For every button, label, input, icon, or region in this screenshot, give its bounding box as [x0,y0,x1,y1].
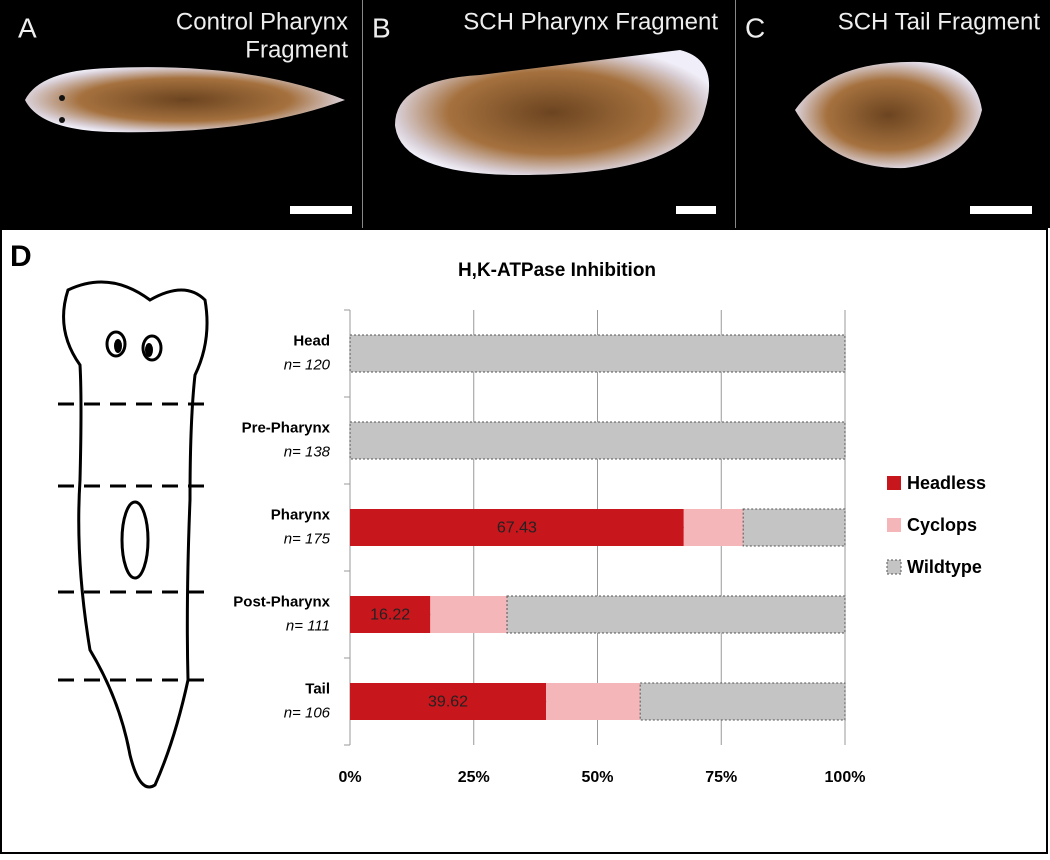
bar-segment [349,334,846,373]
panel-title: Fragment [245,36,348,63]
worm-photo [395,50,710,175]
bar-segment [350,596,431,633]
panel-letter: B [372,12,391,43]
category-note: n= 138 [284,443,331,460]
data-label: 16.22 [370,607,410,624]
scale-bar [676,206,716,214]
pharynx [120,500,150,580]
worm-diagram [62,280,209,789]
bar-segment [350,683,547,720]
category-note: n= 175 [284,530,331,547]
panel-title: SCH Pharynx Fragment [463,8,718,35]
category-note: n= 106 [284,704,331,721]
category-note: n= 111 [286,617,330,634]
data-label: 39.62 [428,694,468,711]
category-label: Head [293,332,330,349]
panel-title: Control Pharynx [176,8,348,35]
eye [59,95,65,101]
bar-segment [639,682,846,721]
panel-letter: A [18,12,37,43]
scale-bar [290,206,352,214]
bar-segment [430,596,508,633]
eye [145,343,153,357]
data-label: 67.43 [497,520,537,537]
legend-swatch [887,518,901,532]
eye [141,334,163,362]
x-tick-label: 50% [581,769,613,786]
legend-swatch [886,559,902,575]
bar-segment [742,508,846,547]
x-tick-label: 25% [458,769,490,786]
bar-segment [546,683,641,720]
legend-label: Headless [907,473,986,493]
legend-swatch [887,476,901,490]
panel-title: SCH Tail Fragment [838,8,1041,35]
panel-letter: C [745,12,765,43]
bar-segment [350,509,684,546]
eye [114,339,122,353]
worm-photo [795,61,982,169]
legend-label: Wildtype [907,557,982,577]
x-tick-label: 0% [338,769,361,786]
chart-title: H,K-ATPase Inhibition [458,260,656,281]
panel-letter: D [10,240,32,273]
bar-segment [349,421,846,460]
category-label: Pre-Pharynx [242,419,331,436]
scale-bar [970,206,1032,214]
eye [105,330,127,358]
category-label: Pharynx [271,506,331,523]
worm-photo [25,67,345,133]
x-tick-label: 75% [705,769,737,786]
legend-label: Cyclops [907,515,977,535]
category-note: n= 120 [284,356,331,373]
category-label: Post-Pharynx [233,593,330,610]
bar-segment [683,509,744,546]
bar-segment [506,595,846,634]
x-tick-label: 100% [825,769,866,786]
eye [59,117,65,123]
category-label: Tail [305,680,330,697]
